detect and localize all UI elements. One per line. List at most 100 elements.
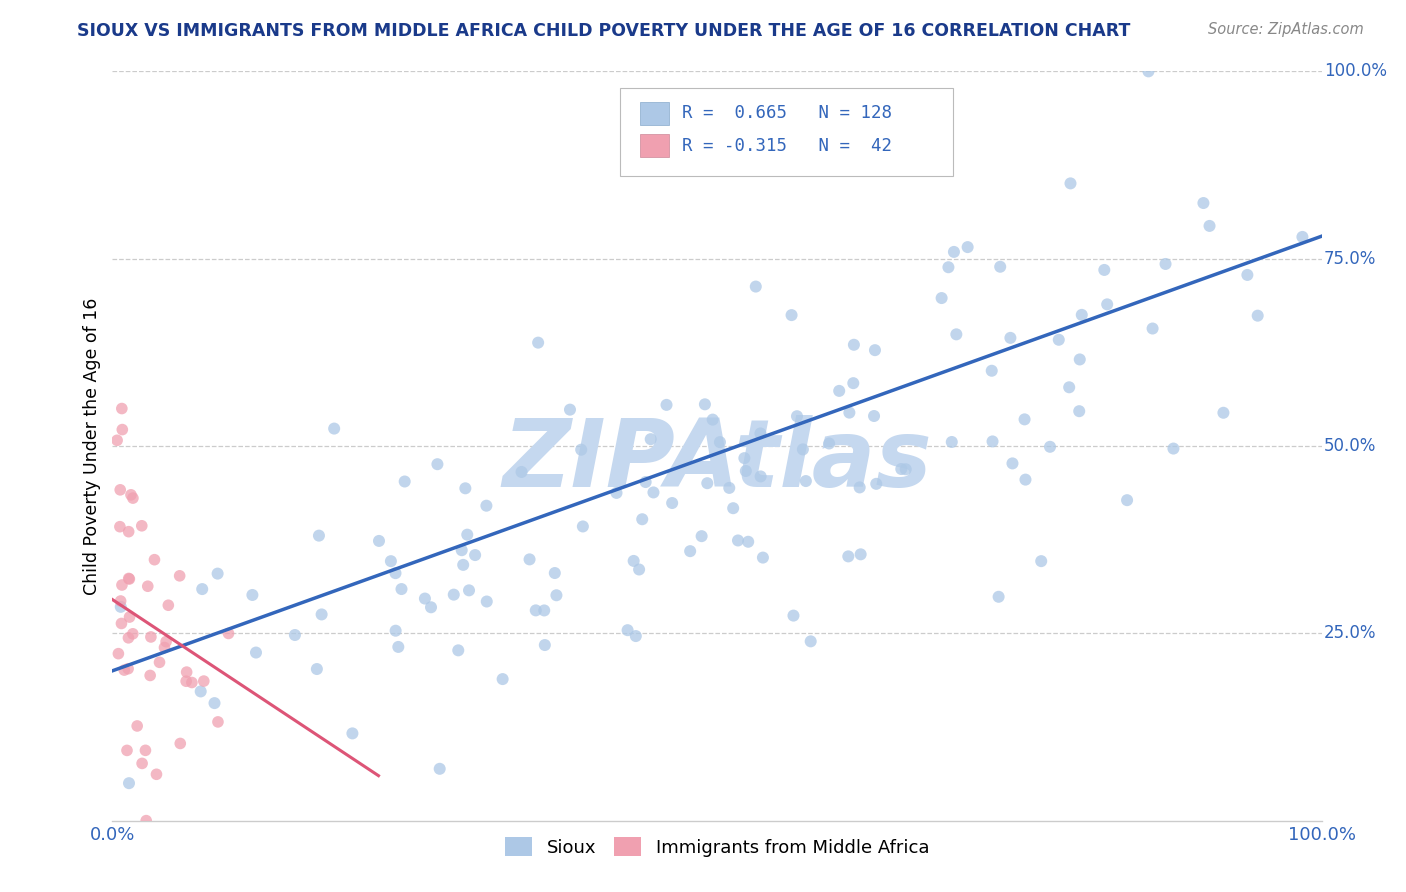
Point bbox=[1163, 442, 1185, 456]
Point bbox=[558, 402, 581, 417]
Point bbox=[1212, 406, 1234, 420]
Point bbox=[380, 554, 402, 568]
Point bbox=[718, 481, 741, 495]
Point bbox=[207, 714, 229, 729]
Point bbox=[1014, 473, 1036, 487]
Point bbox=[988, 260, 1011, 274]
Point bbox=[115, 743, 138, 757]
Point bbox=[108, 519, 131, 533]
Point bbox=[105, 434, 128, 448]
Y-axis label: Child Poverty Under the Age of 16: Child Poverty Under the Age of 16 bbox=[83, 297, 101, 595]
Point bbox=[863, 409, 886, 423]
Point bbox=[828, 384, 851, 398]
Point bbox=[696, 476, 718, 491]
Point bbox=[180, 675, 202, 690]
Point bbox=[690, 529, 713, 543]
Point bbox=[305, 662, 328, 676]
Point bbox=[451, 558, 474, 572]
FancyBboxPatch shape bbox=[640, 102, 669, 125]
Point bbox=[136, 579, 159, 593]
Point bbox=[387, 640, 409, 654]
Text: 75.0%: 75.0% bbox=[1324, 250, 1376, 268]
Point bbox=[193, 674, 215, 689]
Point bbox=[510, 465, 533, 479]
Point bbox=[245, 646, 267, 660]
Point bbox=[640, 432, 662, 446]
Point bbox=[838, 406, 860, 420]
Text: 100.0%: 100.0% bbox=[1324, 62, 1388, 80]
Point bbox=[120, 488, 142, 502]
Point bbox=[450, 543, 472, 558]
Point bbox=[942, 244, 965, 259]
Point bbox=[894, 462, 917, 476]
Point bbox=[818, 436, 841, 450]
Point bbox=[384, 624, 406, 638]
Point bbox=[148, 656, 170, 670]
Legend: Sioux, Immigrants from Middle Africa: Sioux, Immigrants from Middle Africa bbox=[498, 830, 936, 864]
Point bbox=[342, 726, 364, 740]
Point bbox=[634, 475, 657, 489]
Point bbox=[941, 434, 963, 449]
Point bbox=[169, 569, 191, 583]
Point bbox=[1291, 230, 1313, 244]
Point bbox=[284, 628, 307, 642]
Text: ZIPAtlas: ZIPAtlas bbox=[502, 415, 932, 507]
Point bbox=[733, 451, 755, 466]
Point bbox=[534, 638, 557, 652]
Point bbox=[842, 338, 865, 352]
Point bbox=[655, 398, 678, 412]
Point bbox=[737, 534, 759, 549]
Point bbox=[643, 485, 665, 500]
Point bbox=[391, 582, 413, 596]
Point bbox=[1031, 554, 1053, 568]
Point bbox=[135, 814, 157, 828]
Point bbox=[117, 662, 139, 676]
Point bbox=[623, 554, 645, 568]
Point bbox=[134, 743, 156, 757]
Point bbox=[631, 512, 654, 526]
Point bbox=[1142, 321, 1164, 335]
Point bbox=[1014, 412, 1036, 426]
Point bbox=[721, 501, 744, 516]
Point bbox=[842, 376, 865, 391]
Text: Source: ZipAtlas.com: Source: ZipAtlas.com bbox=[1208, 22, 1364, 37]
Point bbox=[800, 634, 823, 648]
Point bbox=[157, 599, 180, 613]
Point bbox=[107, 647, 129, 661]
Point bbox=[139, 630, 162, 644]
Point bbox=[837, 549, 859, 564]
Text: SIOUX VS IMMIGRANTS FROM MIDDLE AFRICA CHILD POVERTY UNDER THE AGE OF 16 CORRELA: SIOUX VS IMMIGRANTS FROM MIDDLE AFRICA C… bbox=[77, 22, 1130, 40]
Point bbox=[709, 435, 731, 450]
Point bbox=[981, 434, 1004, 449]
Point bbox=[938, 260, 960, 275]
Point bbox=[384, 566, 406, 581]
Text: 50.0%: 50.0% bbox=[1324, 437, 1376, 455]
Point bbox=[118, 572, 141, 586]
Point bbox=[207, 566, 229, 581]
Point bbox=[429, 762, 451, 776]
Point bbox=[863, 343, 886, 358]
Point bbox=[1069, 404, 1091, 418]
Point bbox=[734, 464, 756, 478]
Point bbox=[117, 631, 139, 645]
Point bbox=[727, 533, 749, 548]
Point bbox=[308, 528, 330, 542]
Point bbox=[616, 623, 638, 637]
Point bbox=[118, 571, 141, 585]
Point bbox=[127, 719, 149, 733]
Point bbox=[110, 594, 132, 608]
Point bbox=[145, 767, 167, 781]
Point bbox=[1095, 297, 1118, 311]
Point bbox=[702, 412, 724, 426]
Point bbox=[1001, 457, 1024, 471]
Point bbox=[1154, 257, 1177, 271]
Point bbox=[749, 469, 772, 483]
Point bbox=[519, 552, 541, 566]
Point bbox=[111, 578, 134, 592]
Point bbox=[176, 665, 198, 679]
Point bbox=[169, 736, 191, 750]
Point bbox=[122, 491, 145, 505]
Point bbox=[454, 481, 477, 495]
Point bbox=[191, 582, 214, 596]
Text: 25.0%: 25.0% bbox=[1324, 624, 1376, 642]
